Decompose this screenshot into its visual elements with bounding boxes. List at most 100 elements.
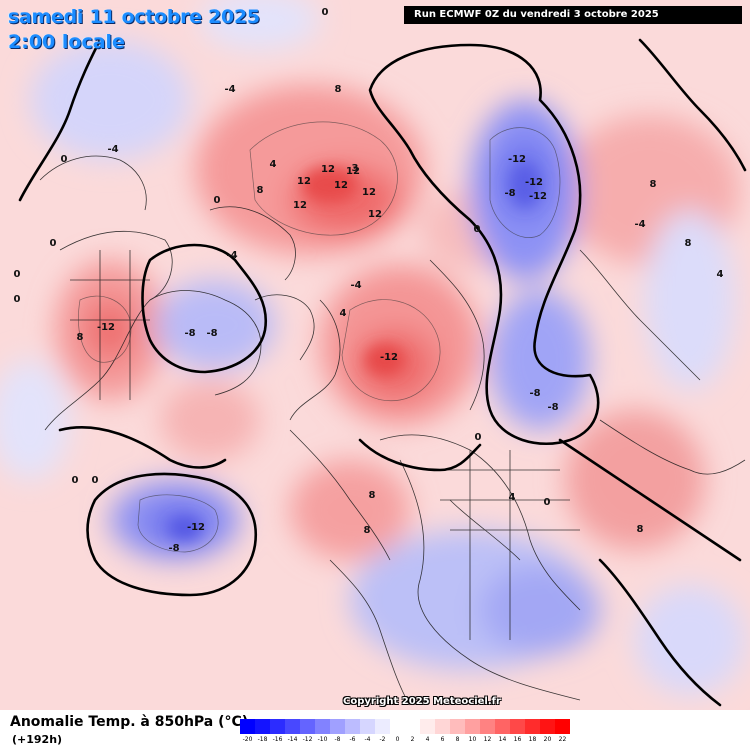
isoline-label: 0 xyxy=(14,294,21,305)
legend-tick-label: 12 xyxy=(483,736,492,743)
legend-swatch xyxy=(330,719,345,734)
isoline-label: -4 xyxy=(634,219,645,230)
isoline-label: 0 xyxy=(474,224,481,235)
legend-swatch xyxy=(465,719,480,734)
legend-tick-label: -18 xyxy=(257,736,268,743)
legend-swatch xyxy=(480,719,495,734)
isoline-label: 4 xyxy=(509,492,516,503)
isoline-label: 8 xyxy=(369,490,376,501)
isoline-label: -12 xyxy=(97,322,115,333)
isoline-label: 4 xyxy=(340,308,347,319)
isoline-label: 0 xyxy=(544,497,551,508)
legend-swatch xyxy=(405,719,420,734)
isoline-label: 0 xyxy=(50,238,57,249)
anomaly-isolines xyxy=(78,121,561,553)
legend-tick-label: 0 xyxy=(395,736,400,743)
legend-tick-label: -20 xyxy=(242,736,253,743)
isoline-label: 8 xyxy=(257,185,264,196)
legend-swatch xyxy=(390,719,405,734)
legend-tick-label: 2 xyxy=(410,736,415,743)
isoline-label: 0 xyxy=(475,432,482,443)
isoline-label: 12 xyxy=(293,200,307,211)
isoline-label: -8 xyxy=(529,388,540,399)
legend-tick-label: 16 xyxy=(513,736,522,743)
isoline-label: -4 xyxy=(107,144,118,155)
legend-tick-label: -8 xyxy=(334,736,341,743)
isoline-label: -12 xyxy=(525,177,543,188)
isoline-label: -12 xyxy=(529,191,547,202)
isoline-labels: -4 -4 -4 -4 -4 -8 -8 -8 -8 -8 -8 -12 -12 -12 -12 -12 -12… xyxy=(14,7,724,554)
isoline-label: -8 xyxy=(547,402,558,413)
isoline-label: 8 xyxy=(637,524,644,535)
isoline-label: 12 xyxy=(321,164,335,175)
isoline-label: -8 xyxy=(184,328,195,339)
isoline-label: 12 xyxy=(362,187,376,198)
isoline-label: 0 xyxy=(14,269,21,280)
isoline-label: 0 xyxy=(72,475,79,486)
zero-isolines xyxy=(18,38,747,707)
isoline-label: -4 xyxy=(224,84,235,95)
isoline-label: 0 xyxy=(322,7,329,18)
legend-swatch xyxy=(420,719,435,734)
lead-time: (+192h) xyxy=(12,733,63,746)
isoline-label: -8 xyxy=(206,328,217,339)
legend-tick-label: -4 xyxy=(364,736,371,743)
legend-tick-label: 4 xyxy=(425,736,430,743)
legend-swatch xyxy=(495,719,510,734)
isoline-label: 8 xyxy=(685,238,692,249)
isoline-label: -8 xyxy=(168,543,179,554)
isoline-label: 8 xyxy=(650,179,657,190)
isoline-label: 12 xyxy=(297,176,311,187)
isoline-label: 0 xyxy=(92,475,99,486)
legend-swatch xyxy=(255,719,270,734)
isoline-label: -4 xyxy=(226,250,237,261)
legend-swatch xyxy=(345,719,360,734)
legend-swatch xyxy=(375,719,390,734)
isoline-label: 8 xyxy=(364,525,371,536)
legend-swatches xyxy=(240,719,570,734)
coastlines xyxy=(39,155,746,706)
isoline-label: 3 xyxy=(352,163,359,174)
legend-tick-label: -12 xyxy=(302,736,313,743)
legend-swatch xyxy=(525,719,540,734)
anomaly-cores xyxy=(169,163,540,539)
legend-tick-label: 10 xyxy=(468,736,477,743)
isoline-label: -12 xyxy=(380,352,398,363)
parameter-title: Anomalie Temp. à 850hPa (°C) xyxy=(10,714,249,730)
legend-tick-label: -6 xyxy=(349,736,356,743)
legend-swatch xyxy=(435,719,450,734)
legend-tick-label: 18 xyxy=(528,736,537,743)
isoline-label: -12 xyxy=(187,522,205,533)
legend-tick-label: 22 xyxy=(558,736,567,743)
legend-swatch xyxy=(270,719,285,734)
legend-swatch xyxy=(300,719,315,734)
model-run-banner: Run ECMWF 0Z du vendredi 3 octobre 2025 xyxy=(404,6,742,24)
legend-tick-label: -16 xyxy=(272,736,283,743)
legend-swatch xyxy=(360,719,375,734)
legend-swatch xyxy=(240,719,255,734)
isoline-label: 12 xyxy=(368,209,382,220)
legend-tick-label: 8 xyxy=(455,736,460,743)
legend-swatch xyxy=(285,719,300,734)
color-legend: -20 -18 -16 -14 -12 -10 -8 -6 -4 -2 0 2 4 6 8 10 12 14 16 1… xyxy=(240,719,570,745)
isoline-label: 4 xyxy=(270,159,277,170)
isoline-label: 0 xyxy=(61,154,68,165)
legend-tick-label: 14 xyxy=(498,736,507,743)
isoline-label: 8 xyxy=(335,84,342,95)
legend-swatch xyxy=(555,719,570,734)
legend-swatch xyxy=(540,719,555,734)
copyright-notice: Copyright 2025 Meteociel.fr xyxy=(343,696,501,707)
isoline-label: 12 xyxy=(346,166,360,177)
legend-tick-label: -10 xyxy=(317,736,328,743)
isoline-label: 12 xyxy=(334,180,348,191)
isoline-label: 0 xyxy=(214,195,221,206)
isoline-label: -4 xyxy=(350,280,361,291)
isoline-label: -8 xyxy=(504,188,515,199)
isoline-label: 8 xyxy=(77,332,84,343)
legend-swatch xyxy=(315,719,330,734)
isoline-label: 4 xyxy=(717,269,724,280)
legend-tick-label: -2 xyxy=(379,736,386,743)
isoline-label: -12 xyxy=(508,154,526,165)
